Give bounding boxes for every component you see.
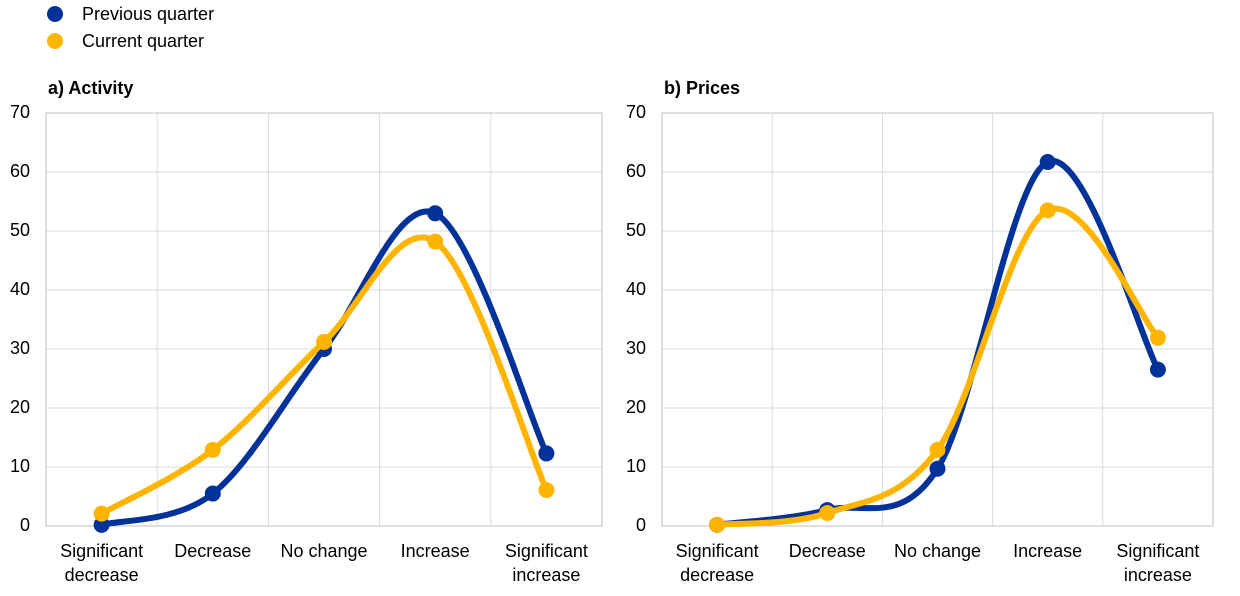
y-tick-label: 70 xyxy=(10,102,30,122)
point xyxy=(1039,202,1056,219)
y-tick-label: 40 xyxy=(626,279,646,299)
legend-marker xyxy=(47,6,63,22)
point xyxy=(427,205,444,222)
x-tick-label: Decrease xyxy=(174,541,252,561)
legend-marker xyxy=(47,33,63,49)
legend-label: Previous quarter xyxy=(82,4,214,24)
y-tick-label: 20 xyxy=(626,397,646,417)
plot-frame xyxy=(45,112,603,527)
chart-title: b) Prices xyxy=(664,78,740,98)
plot-frame xyxy=(661,112,1214,527)
point xyxy=(819,505,836,522)
point xyxy=(929,460,946,477)
point xyxy=(204,441,221,458)
x-tick-label: No change xyxy=(893,541,982,561)
point xyxy=(929,441,946,458)
y-tick-label: 50 xyxy=(10,220,30,240)
series-line xyxy=(100,234,550,517)
point xyxy=(1039,153,1056,170)
x-tick-label: Significant increase xyxy=(1116,541,1200,585)
chart-title: a) Activity xyxy=(48,78,133,98)
point xyxy=(538,445,555,462)
point xyxy=(204,485,221,502)
series-line xyxy=(716,205,1161,528)
point xyxy=(316,333,332,350)
y-tick-label: 50 xyxy=(626,220,646,240)
x-tick-label: Decrease xyxy=(788,541,866,561)
x-tick-label: Increase xyxy=(400,541,470,561)
y-tick-label: 40 xyxy=(10,279,30,299)
y-tick-label: 0 xyxy=(636,515,646,535)
legend-label: Current quarter xyxy=(82,31,204,51)
point xyxy=(538,482,555,499)
x-tick-label: Significant increase xyxy=(504,541,588,585)
point xyxy=(427,233,444,250)
x-tick-label: No change xyxy=(280,541,368,561)
point xyxy=(1149,361,1166,378)
y-tick-label: 30 xyxy=(10,338,30,358)
y-tick-label: 70 xyxy=(626,102,646,122)
x-tick-label: Increase xyxy=(1013,541,1083,561)
y-tick-label: 10 xyxy=(626,456,646,476)
y-tick-label: 60 xyxy=(626,161,646,181)
y-tick-label: 0 xyxy=(20,515,30,535)
x-tick-label: Significant decrease xyxy=(60,541,144,585)
x-tick-label: Significant decrease xyxy=(675,541,759,585)
y-tick-label: 20 xyxy=(10,397,30,417)
point xyxy=(709,516,726,533)
y-tick-label: 60 xyxy=(10,161,30,181)
y-tick-label: 30 xyxy=(626,338,646,358)
point xyxy=(1149,329,1166,346)
point xyxy=(93,516,110,533)
point xyxy=(93,505,110,522)
y-tick-label: 10 xyxy=(10,456,30,476)
